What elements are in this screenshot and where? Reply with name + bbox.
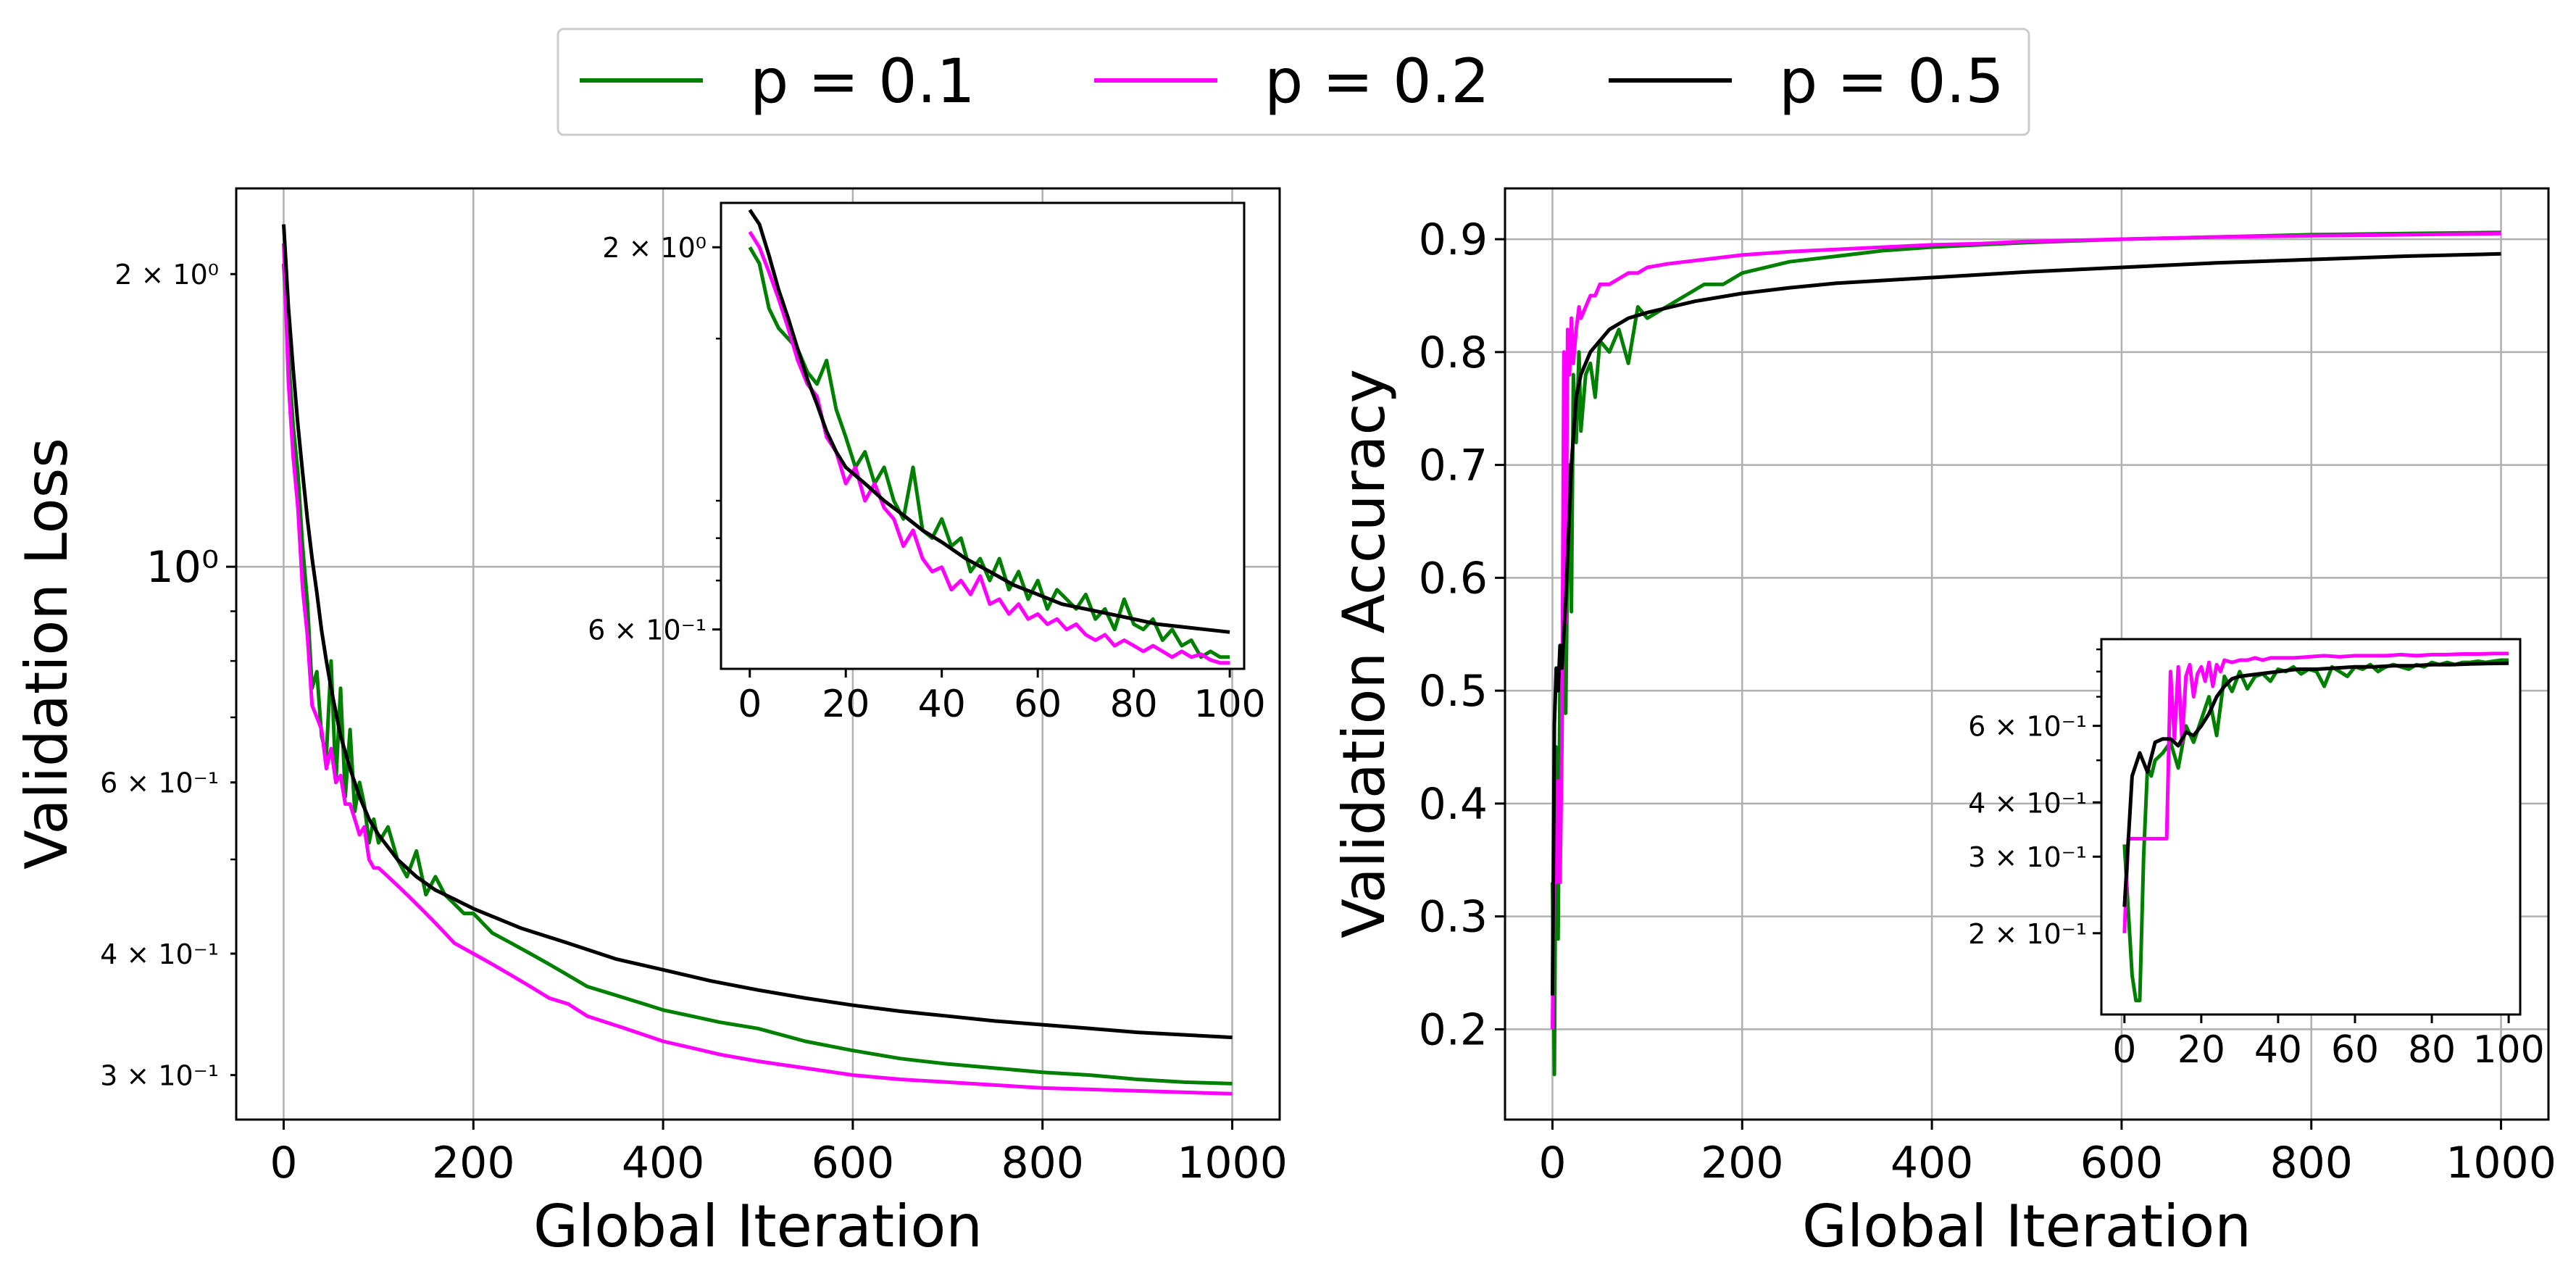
loss-ytick-label-0.4: 4 × 10⁻¹ xyxy=(100,938,219,970)
accuracy-ytick-label-0.8: 0.8 xyxy=(1419,328,1488,378)
loss-xtick-label-400: 400 xyxy=(622,1138,705,1188)
loss-inset-xtick-label-0: 0 xyxy=(738,683,762,726)
accuracy-xlabel: Global Iteration xyxy=(1802,1193,2251,1260)
loss-inset-frame xyxy=(720,201,1246,670)
loss-ylabel: Validation Loss xyxy=(13,438,80,870)
loss-ytick-label-0.3: 3 × 10⁻¹ xyxy=(100,1060,219,1092)
accuracy-series-p02 xyxy=(1551,231,2501,1030)
loss-ytick-label-1: 10⁰ xyxy=(146,542,219,593)
accuracy-xtick-label-800: 800 xyxy=(2269,1138,2353,1188)
accuracy-inset-xtick-label-40: 40 xyxy=(2254,1028,2302,1072)
accuracy-inset-frame xyxy=(2100,638,2522,1016)
accuracy-ticks: 0 200 400 600 800 10000.20.30.40.50.60.70.80.… xyxy=(1419,214,2556,1188)
loss-inset-ytick-label-2: 2 × 10⁰ xyxy=(602,232,706,264)
accuracy-inset-ytick-label-0.3: 3 × 10⁻¹ xyxy=(1968,841,2087,873)
loss-series-p05 xyxy=(282,224,1233,1040)
accuracy-ytick-label-0.6: 0.6 xyxy=(1419,553,1488,604)
loss-ytick-label-0.6: 6 × 10⁻¹ xyxy=(100,767,219,799)
legend-frame xyxy=(557,28,2030,136)
accuracy-chart: 0 200 400 600 800 10000.20.30.40.50.60.70.80.… xyxy=(1330,187,2556,1260)
loss-series-group xyxy=(282,224,1233,1096)
loss-inset-xtick-label-80: 80 xyxy=(1110,683,1158,726)
accuracy-xtick-label-400: 400 xyxy=(1891,1138,1974,1188)
accuracy-inset-series-group xyxy=(2122,651,2509,1003)
accuracy-inset-ticks: 0 20 40 60 80 100 6 × 10⁻¹ 4 × 10⁻¹ 3 × 10⁻¹ 2 × … xyxy=(1968,648,2545,1072)
loss-inset-ytick-label-0.6: 6 × 10⁻¹ xyxy=(588,614,706,646)
accuracy-series-group xyxy=(1551,230,2501,1077)
loss-plot-frame xyxy=(235,187,1281,1121)
loss-xtick-label-1000: 1000 xyxy=(1177,1138,1288,1188)
accuracy-inset-series-p02 xyxy=(2122,651,2509,933)
loss-series-p02 xyxy=(282,243,1233,1096)
accuracy-inset-xtick-label-20: 20 xyxy=(2177,1028,2225,1072)
loss-xtick-label-800: 800 xyxy=(1001,1138,1084,1188)
accuracy-ylabel: Validation Accuracy xyxy=(1330,369,1398,938)
loss-xlabel: Global Iteration xyxy=(533,1193,983,1260)
loss-inset-xtick-label-60: 60 xyxy=(1014,683,1062,726)
accuracy-ytick-label-0.5: 0.5 xyxy=(1419,666,1488,717)
accuracy-inset: 0 20 40 60 80 100 6 × 10⁻¹ 4 × 10⁻¹ 3 × 10⁻¹ 2 × … xyxy=(1968,638,2545,1072)
accuracy-series-p05 xyxy=(1551,251,2501,996)
accuracy-inset-xtick-label-100: 100 xyxy=(2472,1028,2544,1072)
loss-inset-xtick-label-100: 100 xyxy=(1193,683,1265,726)
accuracy-xtick-label-600: 600 xyxy=(2080,1138,2164,1188)
accuracy-xtick-label-0: 0 xyxy=(1538,1138,1566,1188)
loss-inset-xtick-label-20: 20 xyxy=(822,683,870,726)
loss-inset: 0 20 40 60 80 100 2 × 10⁰ 6 × 10⁻¹ xyxy=(588,201,1266,726)
accuracy-plot-frame xyxy=(1504,187,2550,1121)
loss-xtick-label-200: 200 xyxy=(432,1138,515,1188)
loss-xtick-label-0: 0 xyxy=(270,1138,297,1188)
loss-inset-series-p05 xyxy=(748,209,1230,634)
accuracy-inset-ytick-label-0.2: 2 × 10⁻¹ xyxy=(1968,918,2087,950)
accuracy-inset-ytick-label-0.6: 6 × 10⁻¹ xyxy=(1968,711,2087,743)
accuracy-ytick-label-0.2: 0.2 xyxy=(1419,1004,1488,1055)
legend-label-p02: p = 0.2 xyxy=(1264,46,1490,117)
accuracy-inset-ytick-label-0.4: 4 × 10⁻¹ xyxy=(1968,787,2087,819)
legend-label-p05: p = 0.5 xyxy=(1779,46,2004,117)
accuracy-xtick-label-200: 200 xyxy=(1701,1138,1784,1188)
loss-xtick-label-600: 600 xyxy=(812,1138,895,1188)
legend-label-p01: p = 0.1 xyxy=(750,46,975,117)
accuracy-inset-xtick-label-0: 0 xyxy=(2112,1028,2136,1072)
loss-inset-background xyxy=(721,203,1244,669)
loss-inset-xtick-label-40: 40 xyxy=(918,683,966,726)
accuracy-ytick-label-0.9: 0.9 xyxy=(1419,214,1488,265)
accuracy-ytick-label-0.3: 0.3 xyxy=(1419,892,1488,943)
accuracy-inset-series-p05 xyxy=(2122,661,2509,907)
accuracy-ytick-label-0.4: 0.4 xyxy=(1419,779,1488,830)
loss-inset-ticks: 0 20 40 60 80 100 2 × 10⁰ 6 × 10⁻¹ xyxy=(588,232,1266,726)
accuracy-ytick-label-0.7: 0.7 xyxy=(1419,441,1488,491)
loss-ytick-label-2: 2 × 10⁰ xyxy=(114,259,219,291)
accuracy-inset-xtick-label-80: 80 xyxy=(2408,1028,2456,1072)
accuracy-xtick-label-1000: 1000 xyxy=(2446,1138,2556,1188)
loss-inset-series-group xyxy=(748,209,1230,665)
accuracy-inset-xtick-label-60: 60 xyxy=(2331,1028,2379,1072)
legend: p = 0.1 p = 0.2 p = 0.5 xyxy=(557,28,2030,136)
accuracy-inset-background xyxy=(2101,639,2520,1015)
